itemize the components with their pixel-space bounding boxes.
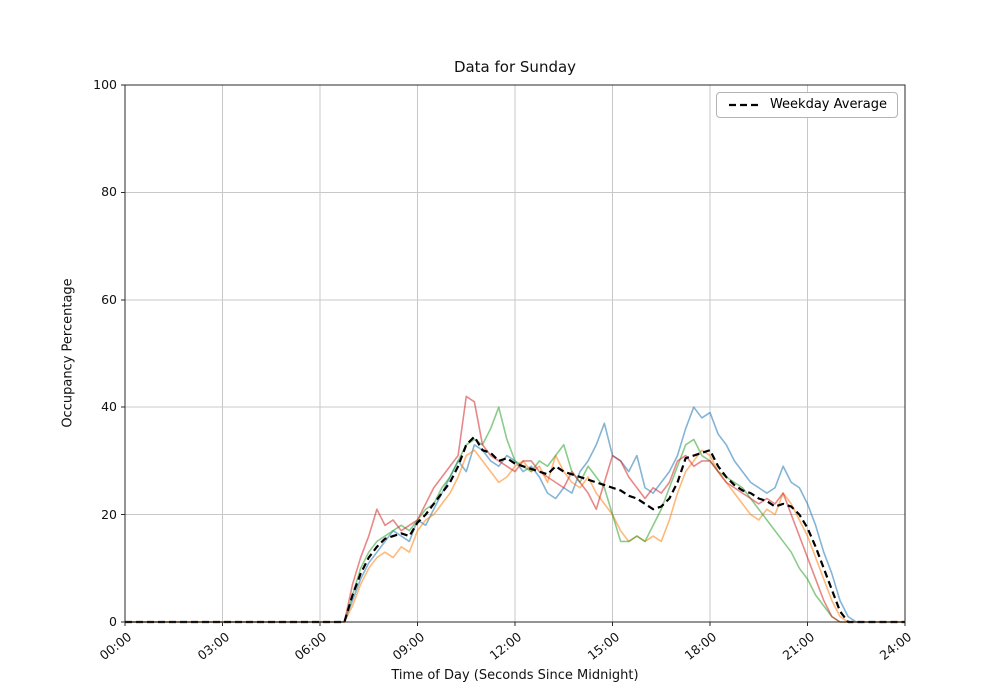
y-tick-label: 20 xyxy=(101,506,117,522)
y-axis-label: Occupancy Percentage xyxy=(60,278,76,428)
y-tick-label: 40 xyxy=(101,399,117,415)
legend: Weekday Average xyxy=(715,92,898,118)
y-tick-label: 80 xyxy=(101,184,117,200)
legend-label: Weekday Average xyxy=(769,97,887,112)
legend-dashed-line-icon xyxy=(728,103,759,107)
x-axis-label: Time of Day (Seconds Since Midnight) xyxy=(391,668,639,683)
plot-canvas xyxy=(121,84,906,626)
y-tick-label: 0 xyxy=(109,614,117,629)
chart-title: Data for Sunday xyxy=(453,58,577,76)
plot-border xyxy=(124,84,906,623)
y-tick-label: 100 xyxy=(93,77,117,92)
y-tick-label: 60 xyxy=(101,291,117,307)
series-line-5-weekday-average xyxy=(125,435,905,624)
plot-area: Weekday Average xyxy=(121,84,906,626)
